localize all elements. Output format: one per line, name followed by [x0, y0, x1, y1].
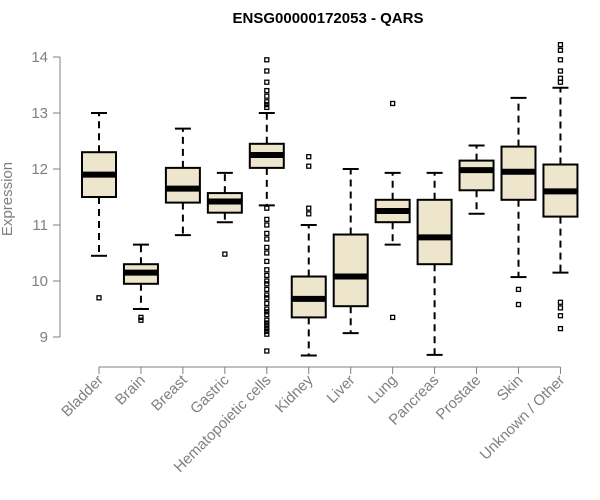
outlier-point	[306, 205, 312, 211]
outlier-point	[264, 306, 270, 312]
box-prostate	[458, 144, 495, 215]
outlier-point	[264, 292, 270, 298]
outlier-point	[264, 216, 270, 223]
outlier-point	[557, 57, 564, 63]
outlier-point	[389, 314, 396, 321]
outlier-point	[264, 281, 270, 287]
chart-title: ENSG00000172053 - QARS	[233, 10, 424, 27]
outlier-point	[264, 205, 270, 211]
outlier-point	[389, 100, 396, 107]
box-pancreas	[416, 171, 453, 356]
outlier-point	[264, 104, 270, 111]
outlier-point	[557, 313, 564, 319]
outlier-point	[264, 87, 270, 94]
box-liver	[332, 168, 369, 335]
outlier-point	[306, 211, 312, 217]
outlier-point	[264, 258, 270, 265]
y-tick-label: 9	[40, 329, 48, 346]
outlier-point	[557, 68, 564, 74]
outlier-point	[264, 286, 270, 293]
box-gastric	[206, 171, 243, 257]
outlier-point	[264, 101, 270, 108]
box-breast	[164, 127, 201, 237]
outlier-point	[264, 309, 270, 315]
outlier-point	[264, 93, 270, 99]
outlier-point	[222, 251, 228, 257]
outlier-point	[264, 222, 270, 228]
x-tick-label: Prostate	[433, 372, 485, 424]
outlier-point	[264, 328, 270, 335]
outlier-point	[264, 311, 270, 318]
box-body	[332, 233, 369, 308]
box-body	[458, 159, 495, 192]
x-tick-label: Breast	[148, 371, 191, 414]
outlier-point	[264, 267, 270, 273]
outlier-point	[557, 42, 564, 48]
outlier-point	[264, 250, 270, 256]
outlier-point	[138, 314, 144, 321]
outlier-point	[557, 79, 564, 85]
outlier-point	[264, 323, 270, 329]
outlier-point	[306, 163, 312, 169]
outlier-point	[515, 286, 522, 293]
box-bladder	[81, 112, 117, 301]
x-tick-label: Liver	[324, 372, 359, 407]
y-axis-label: Expression	[0, 162, 16, 236]
outlier-point	[557, 299, 564, 305]
outlier-point	[264, 230, 270, 237]
outlier-point	[264, 320, 270, 326]
y-tick-label: 11	[32, 217, 48, 234]
box-body	[164, 166, 201, 204]
outlier-point	[264, 278, 270, 284]
outlier-point	[264, 99, 270, 105]
box-lung	[374, 100, 411, 321]
y-tick-label: 10	[31, 273, 48, 290]
box-series	[81, 42, 579, 357]
outlier-point	[264, 244, 270, 251]
outlier-point	[515, 301, 522, 308]
y-tick-label: 12	[31, 161, 48, 178]
y-tick-label: 13	[31, 105, 48, 122]
outlier-point	[264, 331, 270, 337]
outlier-point	[138, 317, 144, 323]
outlier-point	[264, 300, 270, 307]
outlier-point	[306, 154, 312, 160]
x-tick-label: Lung	[365, 372, 401, 408]
box-kidney	[290, 154, 327, 357]
outlier-point	[264, 348, 270, 354]
x-tick-label: Skin	[494, 372, 527, 405]
y-tick-label: 14	[31, 49, 48, 66]
box-unknown-other	[542, 42, 579, 332]
box-body	[416, 198, 453, 266]
outlier-point	[264, 57, 270, 63]
y-axis: 9 10 11 12 13 14	[31, 49, 61, 346]
outlier-point	[557, 305, 564, 311]
outlier-point	[264, 325, 270, 332]
outlier-point	[264, 272, 270, 279]
outlier-point	[264, 295, 270, 301]
box-skin	[500, 96, 537, 308]
x-tick-label: Bladder	[58, 372, 107, 421]
x-tick-label: Kidney	[272, 371, 317, 416]
outlier-point	[557, 325, 564, 332]
outlier-point	[96, 295, 102, 301]
outlier-point	[264, 79, 270, 85]
outlier-point	[557, 47, 564, 53]
outlier-point	[264, 236, 270, 242]
x-tick-label: Brain	[112, 372, 149, 409]
outlier-point	[264, 317, 270, 323]
box-brain	[122, 243, 159, 323]
outlier-point	[264, 68, 270, 74]
box-hematopoietic-cells	[248, 57, 285, 354]
